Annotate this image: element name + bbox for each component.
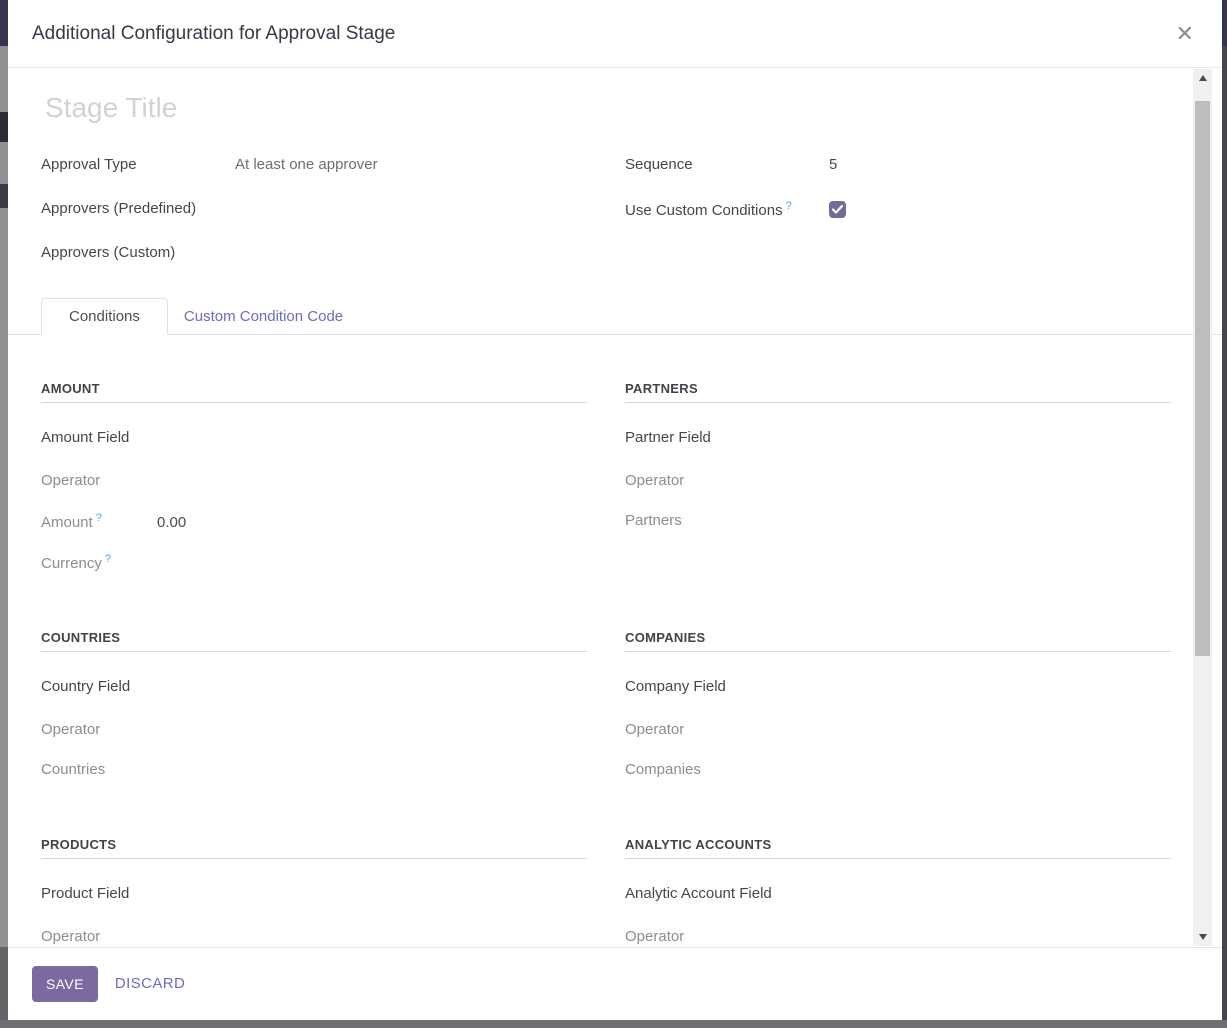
checkmark-icon: [832, 205, 843, 214]
amount-label: Amount: [41, 514, 93, 531]
dialog-body: Approval Type At least one approver Appr…: [8, 68, 1222, 947]
notebook-tabbar: Conditions Custom Condition Code: [8, 298, 1222, 335]
approvers-custom-row: Approvers (Custom): [41, 244, 625, 262]
top-form-left-column: Approval Type At least one approver Appr…: [41, 156, 625, 288]
approval-type-value[interactable]: At least one approver: [235, 156, 378, 173]
background-content-strip: [0, 112, 8, 142]
analytic-account-field-label: Analytic Account Field: [625, 885, 772, 902]
companies-label: Companies: [625, 761, 701, 778]
modal-backdrop-left: [0, 0, 8, 1028]
section-title: PARTNERS: [625, 381, 1171, 403]
operator-label: Operator: [41, 928, 101, 945]
scroll-up-icon: [1198, 75, 1207, 81]
background-content-strip: [0, 184, 8, 208]
background-footer-strip: [0, 947, 8, 1028]
operator-label: Operator: [625, 721, 685, 738]
use-custom-conditions-row: Use Custom Conditions?: [625, 200, 1171, 219]
approvers-custom-label: Approvers (Custom): [41, 244, 176, 261]
scroll-down-icon: [1198, 934, 1207, 940]
discard-button[interactable]: DISCARD: [114, 975, 186, 992]
modal-backdrop-bottom: [0, 1020, 1227, 1028]
sequence-value[interactable]: 5: [829, 156, 838, 173]
dialog-header: Additional Configuration for Approval St…: [8, 0, 1222, 68]
approvers-predefined-label: Approvers (Predefined): [41, 200, 197, 217]
help-icon[interactable]: ?: [785, 200, 792, 212]
stage-title-input[interactable]: [45, 89, 745, 127]
section-amount: AMOUNT Amount Field Operator Amount? 0.0…: [41, 381, 587, 594]
scroll-down-button[interactable]: [1193, 928, 1212, 946]
approval-stage-config-dialog: Additional Configuration for Approval St…: [8, 0, 1222, 1020]
approval-type-row: Approval Type At least one approver: [41, 156, 625, 174]
product-field-label: Product Field: [41, 885, 130, 902]
section-title: ANALYTIC ACCOUNTS: [625, 837, 1171, 859]
top-form-right-column: Sequence 5 Use Custom Conditions?: [625, 156, 1171, 288]
approval-type-label: Approval Type: [41, 156, 137, 173]
sequence-label: Sequence: [625, 156, 693, 173]
operator-label: Operator: [625, 928, 685, 945]
company-field-label: Company Field: [625, 678, 726, 695]
dialog-footer: SAVE DISCARD: [8, 947, 1222, 1019]
conditions-tab-content: AMOUNT Amount Field Operator Amount? 0.0…: [41, 335, 1222, 947]
help-icon[interactable]: ?: [95, 512, 102, 524]
dialog-title: Additional Configuration for Approval St…: [32, 22, 396, 44]
background-navbar-strip: [1222, 0, 1227, 46]
background-navbar-strip: [0, 0, 8, 46]
operator-label: Operator: [625, 472, 685, 489]
amount-value[interactable]: 0.00: [157, 514, 187, 531]
approvers-predefined-row: Approvers (Predefined): [41, 200, 625, 218]
section-title: COUNTRIES: [41, 630, 587, 652]
section-title: COMPANIES: [625, 630, 1171, 652]
section-partners: PARTNERS Partner Field Operator Partners: [625, 381, 1171, 594]
section-analytic-accounts: ANALYTIC ACCOUNTS Analytic Account Field…: [625, 837, 1171, 947]
use-custom-conditions-label: Use Custom Conditions: [625, 202, 783, 219]
save-button[interactable]: SAVE: [32, 965, 98, 1002]
section-title: AMOUNT: [41, 381, 587, 403]
country-field-label: Country Field: [41, 678, 131, 695]
use-custom-conditions-label-wrap: Use Custom Conditions?: [625, 200, 829, 219]
use-custom-conditions-checkbox[interactable]: [829, 201, 846, 218]
amount-field-label: Amount Field: [41, 429, 130, 446]
top-form: Approval Type At least one approver Appr…: [41, 156, 1222, 288]
section-title: PRODUCTS: [41, 837, 587, 859]
section-products: PRODUCTS Product Field Operator Products: [41, 837, 587, 947]
scroll-up-button[interactable]: [1193, 69, 1212, 87]
scrollbar-thumb[interactable]: [1195, 101, 1210, 656]
section-companies: COMPANIES Company Field Operator Compani…: [625, 630, 1171, 801]
currency-label: Currency: [41, 555, 102, 572]
countries-label: Countries: [41, 761, 106, 778]
operator-label: Operator: [41, 472, 101, 489]
partner-field-label: Partner Field: [625, 429, 711, 446]
modal-backdrop-right: [1222, 0, 1227, 1028]
partners-label: Partners: [625, 512, 682, 529]
vertical-scrollbar[interactable]: [1193, 69, 1212, 946]
operator-label: Operator: [41, 721, 101, 738]
close-icon[interactable]: ✕: [1175, 20, 1194, 46]
tab-conditions[interactable]: Conditions: [41, 298, 168, 335]
help-icon[interactable]: ?: [104, 553, 111, 565]
tab-custom-condition-code[interactable]: Custom Condition Code: [183, 308, 344, 325]
sequence-row: Sequence 5: [625, 156, 1171, 174]
section-countries: COUNTRIES Country Field Operator Countri…: [41, 630, 587, 801]
